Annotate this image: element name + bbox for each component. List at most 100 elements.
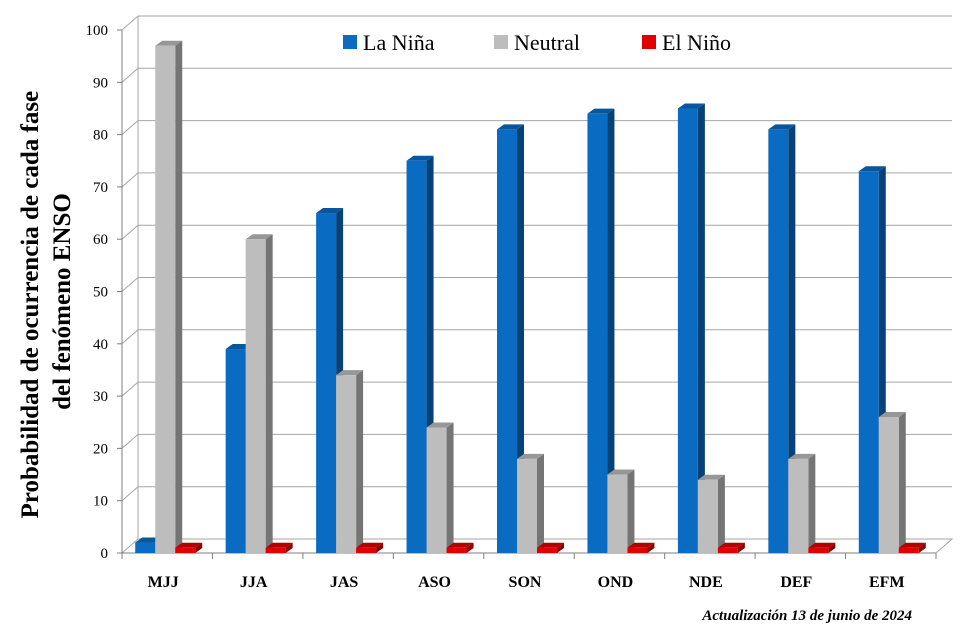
bar-top-face bbox=[356, 542, 384, 548]
bar-side-face bbox=[918, 542, 926, 553]
bar-front-face bbox=[607, 474, 628, 553]
bar-side-face bbox=[898, 412, 906, 553]
bar-side-face bbox=[737, 542, 745, 553]
y-tick-label-0: 0 bbox=[101, 546, 109, 562]
bar-side-face bbox=[717, 474, 725, 553]
bar-top-face bbox=[336, 370, 364, 376]
bar-top-face bbox=[858, 166, 886, 172]
bar-side-face bbox=[537, 453, 544, 553]
bar-front-face bbox=[858, 171, 879, 553]
bar-side-face bbox=[376, 542, 384, 553]
gridline-side-10 bbox=[121, 486, 139, 502]
gridline-side-60 bbox=[121, 224, 139, 240]
legend-label-2: El Niño bbox=[662, 30, 731, 55]
gridline-side-80 bbox=[121, 120, 139, 135]
gridline-side-30 bbox=[121, 381, 139, 397]
bar-top-face bbox=[316, 208, 344, 214]
bar-side-face bbox=[697, 103, 705, 553]
bar-SON-neutral bbox=[517, 453, 544, 553]
bar-front-face bbox=[697, 479, 718, 553]
bar-front-face bbox=[356, 547, 377, 553]
x-tick-label-DEF: DEF bbox=[780, 574, 812, 591]
bar-front-face bbox=[717, 547, 738, 553]
bar-side-face bbox=[517, 124, 524, 554]
bar-top-face bbox=[245, 234, 273, 240]
bar-front-face bbox=[406, 160, 427, 553]
bar-side-face bbox=[195, 542, 203, 553]
bar-top-face bbox=[497, 124, 524, 130]
bar-SON-el-nino bbox=[537, 542, 564, 553]
x-tick-label-NDE: NDE bbox=[689, 574, 723, 591]
y-tick-label-80: 80 bbox=[93, 128, 108, 144]
legend-swatch-2 bbox=[642, 35, 656, 49]
y-tick-label-10: 10 bbox=[93, 494, 108, 510]
bar-side-face bbox=[627, 469, 635, 553]
bar-front-face bbox=[316, 213, 337, 554]
bar-top-face bbox=[517, 453, 544, 459]
bar-front-face bbox=[768, 129, 789, 553]
bar-top-face bbox=[607, 469, 635, 475]
bar-OND-el-nino bbox=[627, 542, 655, 553]
update-footnote: Actualización 13 de junio de 2024 bbox=[701, 608, 912, 624]
y-tick-label-40: 40 bbox=[93, 337, 108, 353]
gridline-side-20 bbox=[121, 434, 139, 449]
bar-NDE-el-nino bbox=[717, 542, 745, 553]
bar-front-face bbox=[537, 547, 557, 553]
bar-front-face bbox=[677, 108, 698, 553]
bar-front-face bbox=[245, 239, 266, 553]
y-axis-label-line-2: del fenómeno ENSO bbox=[49, 193, 76, 410]
bar-ASO-el-nino bbox=[446, 542, 474, 553]
bar-front-face bbox=[808, 547, 829, 553]
legend: La Niña Neutral El Niño bbox=[343, 30, 731, 55]
bar-side-face bbox=[607, 108, 615, 554]
bar-top-face bbox=[265, 542, 293, 548]
bar-front-face bbox=[336, 375, 357, 553]
bar-top-face bbox=[878, 412, 906, 418]
bar-EFM-neutral bbox=[878, 412, 906, 553]
x-tick-label-MJJ: MJJ bbox=[148, 574, 179, 591]
bar-top-face bbox=[627, 542, 655, 548]
bar-OND-neutral bbox=[607, 469, 635, 553]
bar-front-face bbox=[497, 129, 517, 553]
bar-ASO-neutral bbox=[426, 422, 454, 553]
bar-top-face bbox=[717, 542, 745, 548]
bar-OND-la-nina bbox=[587, 108, 615, 554]
y-tick-label-100: 100 bbox=[86, 23, 109, 39]
y-tick-label-50: 50 bbox=[93, 285, 108, 301]
gridline-side-90 bbox=[121, 67, 139, 83]
bar-EFM-el-nino bbox=[898, 542, 926, 553]
bar-front-face bbox=[265, 547, 286, 553]
bar-layer bbox=[135, 40, 926, 554]
bar-top-face bbox=[406, 155, 434, 161]
bar-top-face bbox=[426, 422, 454, 428]
bar-front-face bbox=[446, 547, 467, 553]
bar-JJA-el-nino bbox=[265, 542, 293, 553]
bar-front-face bbox=[155, 45, 176, 553]
bar-MJJ-neutral bbox=[155, 40, 183, 553]
bar-DEF-la-nina bbox=[768, 124, 796, 554]
gridline-side-70 bbox=[121, 172, 139, 188]
bar-top-face bbox=[788, 453, 816, 459]
bar-side-face bbox=[828, 542, 836, 553]
bar-front-face bbox=[135, 542, 156, 553]
x-tick-label-JAS: JAS bbox=[330, 574, 359, 591]
gridline-side-50 bbox=[121, 277, 139, 292]
bar-side-face bbox=[466, 542, 474, 553]
bar-side-face bbox=[175, 40, 183, 553]
y-axis-label: Probabilidad de ocurrencia de cada fase … bbox=[17, 85, 76, 519]
legend-label-1: Neutral bbox=[514, 30, 580, 55]
bar-front-face bbox=[587, 113, 608, 554]
gridline-side-40 bbox=[121, 329, 139, 345]
x-tick-label-OND: OND bbox=[598, 574, 634, 591]
bar-top-face bbox=[175, 542, 203, 548]
bar-top-face bbox=[697, 474, 725, 480]
bar-DEF-neutral bbox=[788, 453, 816, 553]
bar-front-face bbox=[225, 349, 246, 553]
bar-top-face bbox=[898, 542, 926, 548]
legend-label-0: La Niña bbox=[363, 30, 435, 55]
x-tick-label-ASO: ASO bbox=[418, 574, 451, 591]
bar-top-face bbox=[808, 542, 836, 548]
bar-top-face bbox=[155, 40, 183, 46]
